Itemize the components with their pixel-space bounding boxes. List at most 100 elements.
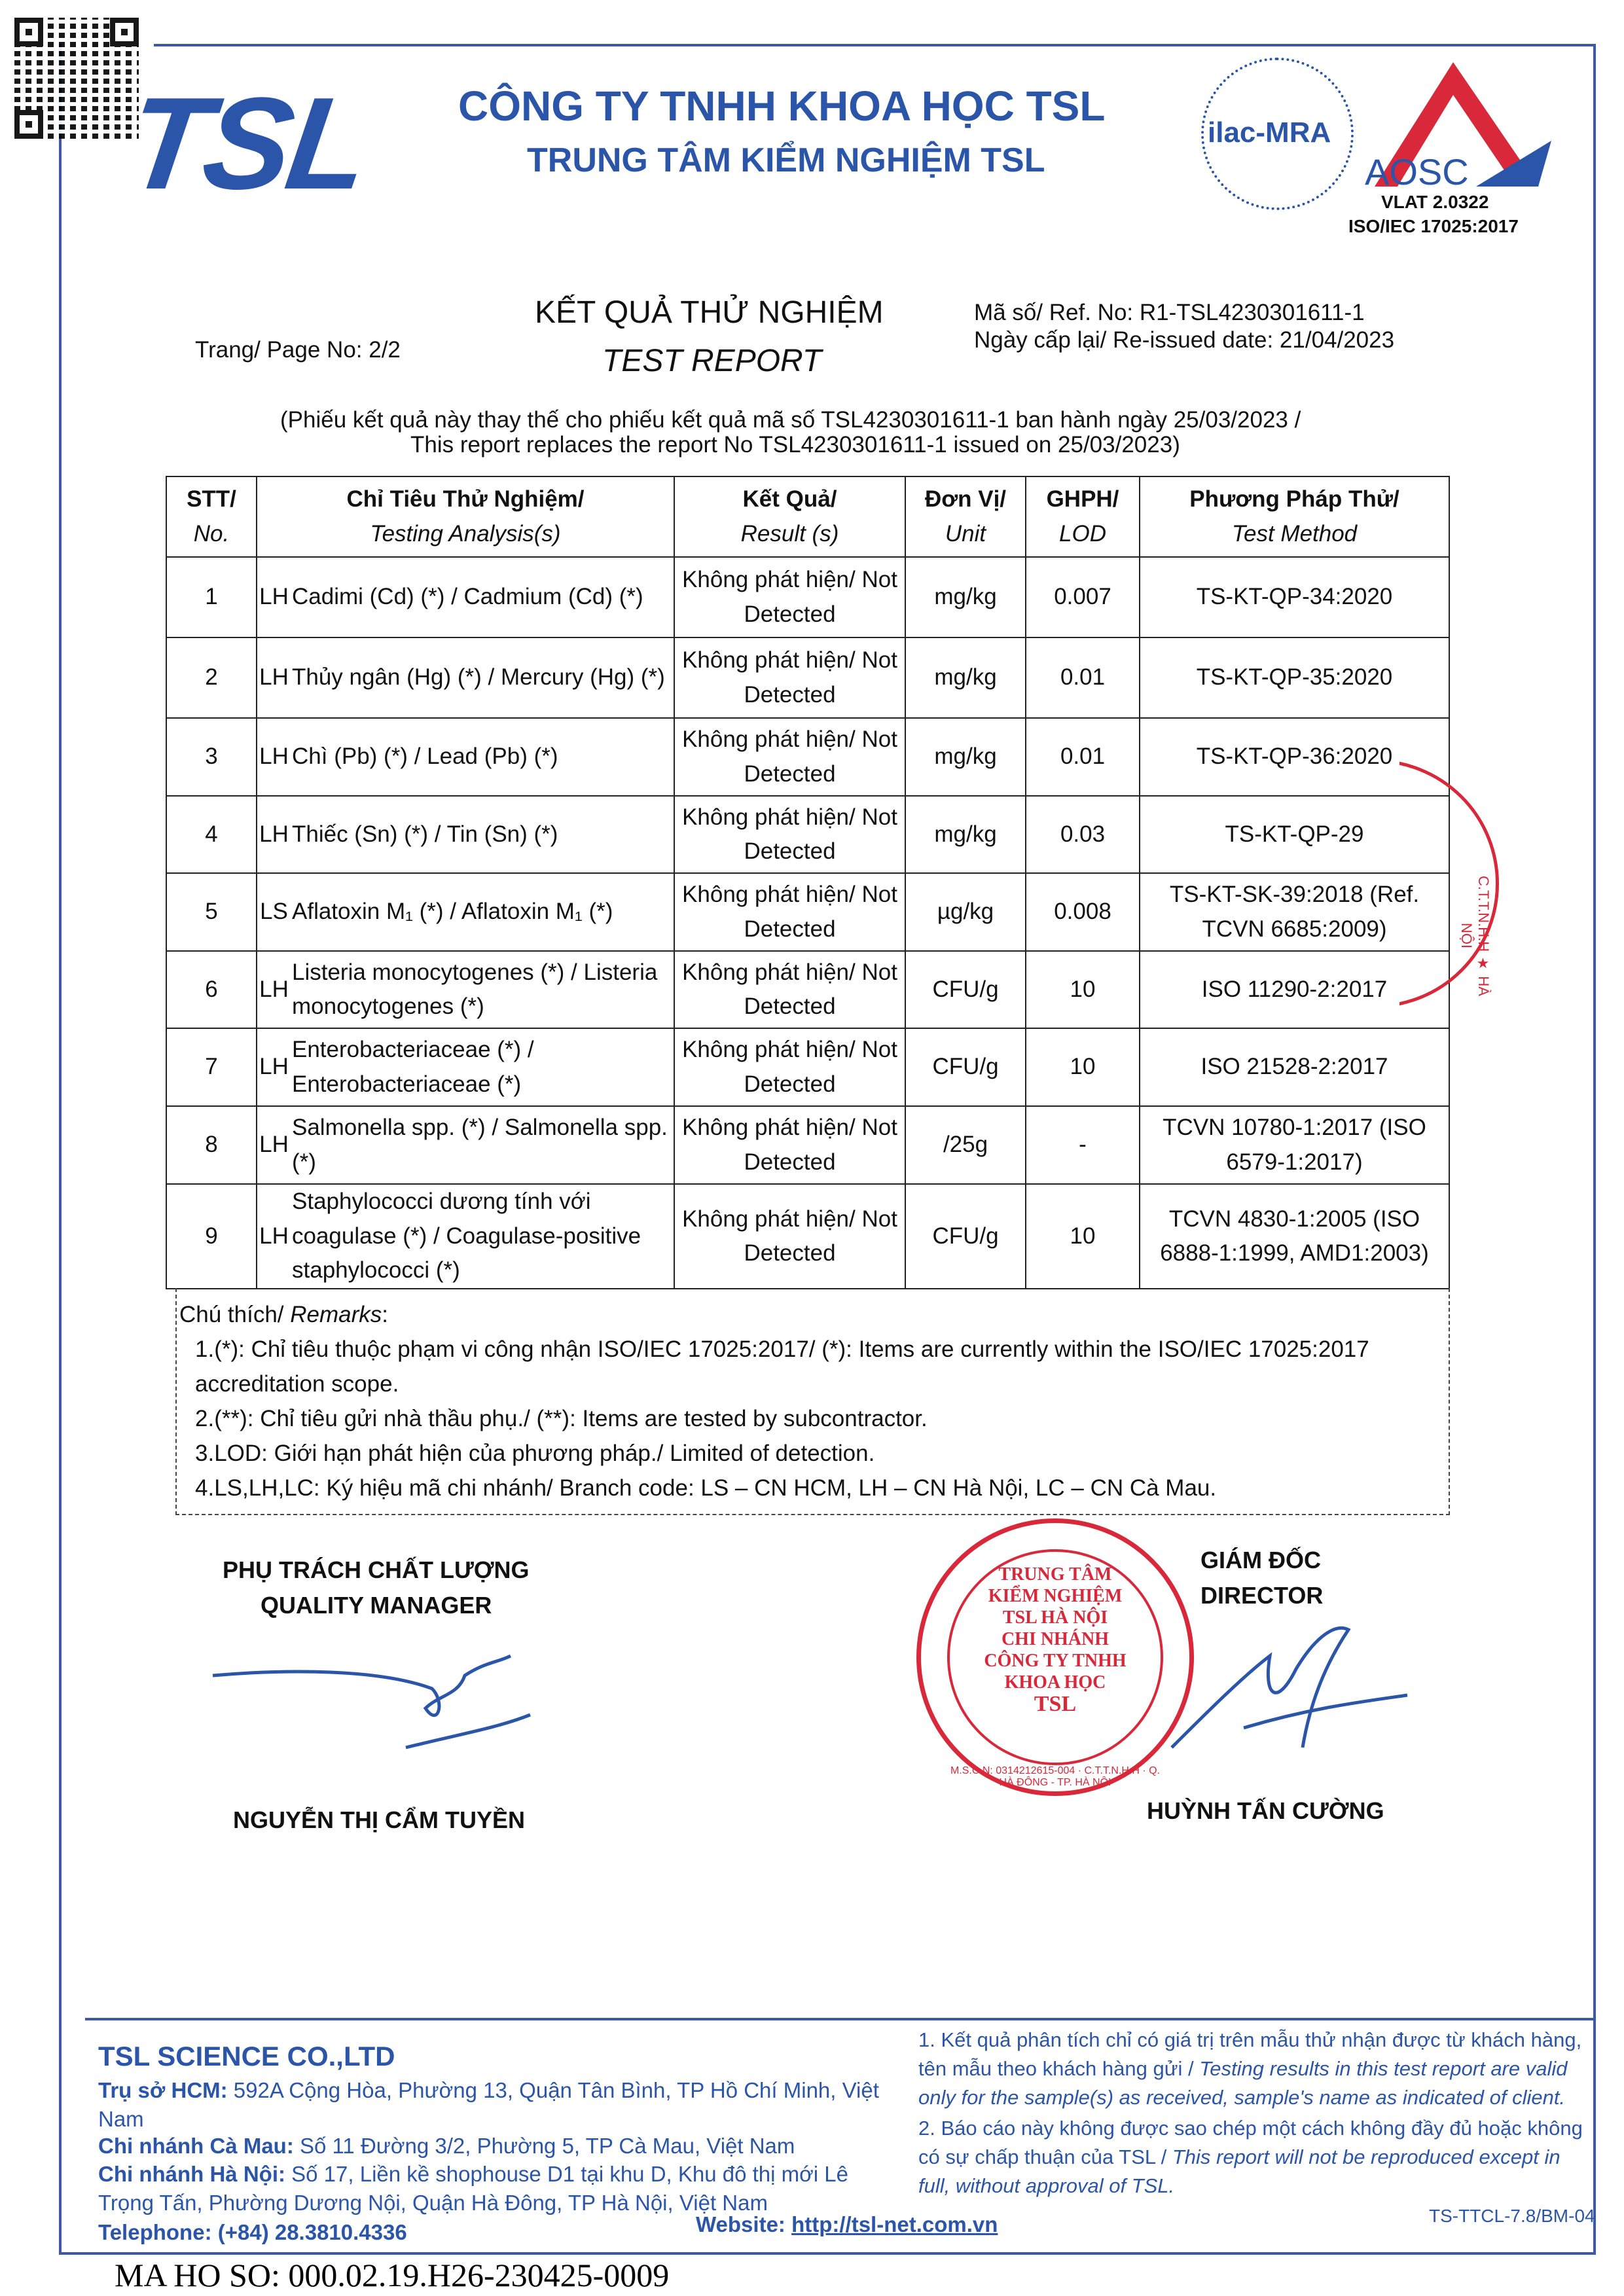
ref-number: Mã số/ Ref. No: R1-TSL4230301611-1: [974, 300, 1365, 325]
col-unit: Đơn Vị/Unit: [905, 476, 1026, 558]
row-number: 3: [166, 717, 257, 797]
col-analysis: Chỉ Tiêu Thử Nghiệm/Testing Analysis(s): [256, 476, 675, 558]
footer-note-2: 2. Báo cáo này không được sao chép một c…: [918, 2117, 1583, 2197]
footer-hcm-address: Trụ sở HCM: 592A Cộng Hòa, Phường 13, Qu…: [98, 2078, 879, 2131]
remark-item: 3.LOD: Giới hạn phát hiện của phương phá…: [195, 1441, 875, 1466]
aosc-mark-icon: [1375, 62, 1551, 187]
footer-note-1: 1. Kết quả phân tích chỉ có giá trị trên…: [918, 2028, 1582, 2109]
remarks: Chú thích/ Remarks: 1.(*): Chỉ tiêu thuộ…: [175, 1288, 1450, 1515]
analysis-name: Enterobacteriaceae (*) / Enterobacteriac…: [291, 1028, 675, 1107]
center-name: TRUNG TÂM KIỂM NGHIỆM TSL: [527, 141, 1045, 179]
result-value: Không phát hiện/ Not Detected: [674, 717, 906, 797]
test-method: ISO 11290-2:2017: [1139, 950, 1450, 1029]
col-result: Kết Quả/Result (s): [674, 476, 906, 558]
page-number: Trang/ Page No: 2/2: [195, 337, 401, 363]
table-row: 8 LH Salmonella spp. (*) / Salmonella spp.…: [166, 1105, 1450, 1185]
row-number: 9: [166, 1183, 257, 1289]
remark-item: 2.(**): Chỉ tiêu gửi nhà thầu phụ./ (**)…: [195, 1406, 928, 1431]
row-number: 5: [166, 872, 257, 952]
aosc-logo: AOSC: [1362, 62, 1558, 193]
lod-value: -: [1025, 1105, 1140, 1185]
tsl-logo: TSL: [118, 71, 375, 217]
footer-company: TSL SCIENCE CO.,LTD: [98, 2041, 395, 2072]
result-value: Không phát hiện/ Not Detected: [674, 1105, 906, 1185]
report-title-en: TEST REPORT: [602, 344, 822, 378]
qm-name: NGUYỄN THỊ CẨM TUYỀN: [233, 1806, 526, 1833]
table-header: STT/No. Chỉ Tiêu Thử Nghiệm/Testing Anal…: [166, 476, 1450, 558]
unit-value: CFU/g: [905, 1183, 1026, 1289]
unit-value: /25g: [905, 1105, 1026, 1185]
result-value: Không phát hiện/ Not Detected: [674, 872, 906, 952]
footer-website: Website: http://tsl-net.com.vn: [696, 2212, 998, 2236]
qm-title-en: QUALITY MANAGER: [261, 1592, 492, 1619]
row-number: 7: [166, 1028, 257, 1107]
unit-value: µg/kg: [905, 872, 1026, 952]
analysis-name: Thủy ngân (Hg) (*) / Mercury (Hg) (*): [291, 637, 675, 719]
row-number: 8: [166, 1105, 257, 1185]
row-number: 2: [166, 637, 257, 719]
director-title: GIÁM ĐỐC: [1200, 1547, 1321, 1573]
lod-value: 10: [1025, 1028, 1140, 1107]
analysis-name: Thiếc (Sn) (*) / Tin (Sn) (*): [291, 795, 675, 874]
qr-code[interactable]: [14, 18, 139, 139]
ilac-logo: ilac-MRA: [1201, 58, 1354, 210]
unit-value: mg/kg: [905, 637, 1026, 719]
vlat-code: VLAT 2.0322: [1381, 192, 1489, 212]
branch-code: LH: [256, 1105, 291, 1185]
test-method: TS-KT-QP-29: [1139, 795, 1450, 874]
lod-value: 0.03: [1025, 795, 1140, 874]
remark-item: 1.(*): Chỉ tiêu thuộc phạm vi công nhận …: [195, 1336, 1369, 1397]
lod-value: 10: [1025, 1183, 1140, 1289]
footer-divider: [85, 2018, 1596, 2020]
director-title-en: DIRECTOR: [1200, 1582, 1324, 1609]
lod-value: 0.008: [1025, 872, 1140, 952]
result-value: Không phát hiện/ Not Detected: [674, 950, 906, 1029]
analysis-name: Cadimi (Cd) (*) / Cadmium (Cd) (*): [291, 556, 675, 638]
analysis-name: Staphylococci dương tính với coagulase (…: [291, 1183, 675, 1289]
row-number: 4: [166, 795, 257, 874]
lod-value: 0.01: [1025, 717, 1140, 797]
reissue-date: Ngày cấp lại/ Re-issued date: 21/04/2023: [974, 327, 1395, 353]
footer-hanoi-address: Chi nhánh Hà Nội: Số 17, Liền kề shophou…: [98, 2162, 848, 2215]
results-table: STT/No. Chỉ Tiêu Thử Nghiệm/Testing Anal…: [166, 476, 1450, 1289]
website-link[interactable]: http://tsl-net.com.vn: [791, 2212, 998, 2236]
branch-code: LS: [256, 872, 291, 952]
lod-value: 0.007: [1025, 556, 1140, 638]
report-title: KẾT QUẢ THỬ NGHIỆM: [535, 295, 884, 330]
table-row: 9 LH Staphylococci dương tính với coagulas…: [166, 1183, 1450, 1289]
table-row: 1 LH Cadimi (Cd) (*) / Cadmium (Cd) (*) Khô…: [166, 556, 1450, 638]
test-method: ISO 21528-2:2017: [1139, 1028, 1450, 1107]
director-signature: [1170, 1626, 1408, 1749]
remarks-title: Chú thích/ Remarks:: [179, 1302, 389, 1327]
test-method: TCVN 4830-1:2005 (ISO 6888-1:1999, AMD1:…: [1139, 1183, 1450, 1289]
table-row: 4 LH Thiếc (Sn) (*) / Tin (Sn) (*) Không ph…: [166, 795, 1450, 874]
lod-value: 0.01: [1025, 637, 1140, 719]
test-method: TCVN 10780-1:2017 (ISO 6579-1:2017): [1139, 1105, 1450, 1185]
test-method: TS-KT-SK-39:2018 (Ref. TCVN 6685:2009): [1139, 872, 1450, 952]
col-lod: GHPH/LOD: [1025, 476, 1140, 558]
branch-code: LH: [256, 637, 291, 719]
page-border: [59, 44, 1596, 2255]
company-name: CÔNG TY TNHH KHOA HỌC TSL: [458, 82, 1106, 130]
table-row: 6 LH Listeria monocytogenes (*) / Listeria…: [166, 950, 1450, 1029]
company-stamp: TRUNG TÂM KIỂM NGHIỆM TSL HÀ NỘI CHI NHÁNH C…: [916, 1518, 1194, 1796]
director-name: HUỲNH TẤN CƯỜNG: [1147, 1797, 1384, 1824]
remark-item: 4.LS,LH,LC: Ký hiệu mã chi nhánh/ Branch…: [195, 1475, 1217, 1501]
analysis-name: Chì (Pb) (*) / Lead (Pb) (*): [291, 717, 675, 797]
table-row: 3 LH Chì (Pb) (*) / Lead (Pb) (*) Không phá…: [166, 717, 1450, 797]
page-border-top: [154, 44, 1596, 46]
qm-title: PHỤ TRÁCH CHẤT LƯỢNG: [223, 1556, 530, 1583]
analysis-name: Listeria monocytogenes (*) / Listeria mo…: [291, 950, 675, 1029]
row-number: 6: [166, 950, 257, 1029]
unit-value: mg/kg: [905, 556, 1026, 638]
unit-value: mg/kg: [905, 717, 1026, 797]
iso-label: ISO/IEC 17025:2017: [1348, 216, 1519, 236]
unit-value: CFU/g: [905, 1028, 1026, 1107]
table-row: 2 LH Thủy ngân (Hg) (*) / Mercury (Hg) (*)…: [166, 637, 1450, 719]
replacement-note: (Phiếu kết quả này thay thế cho phiếu kế…: [280, 407, 1301, 433]
table-row: 7 LH Enterobacteriaceae (*) / Enterobacter…: [166, 1028, 1450, 1107]
dossier-number: MA HO SO: 000.02.19.H26-230425-0009: [115, 2257, 670, 2293]
test-method: TS-KT-QP-35:2020: [1139, 637, 1450, 719]
test-method: TS-KT-QP-36:2020: [1139, 717, 1450, 797]
